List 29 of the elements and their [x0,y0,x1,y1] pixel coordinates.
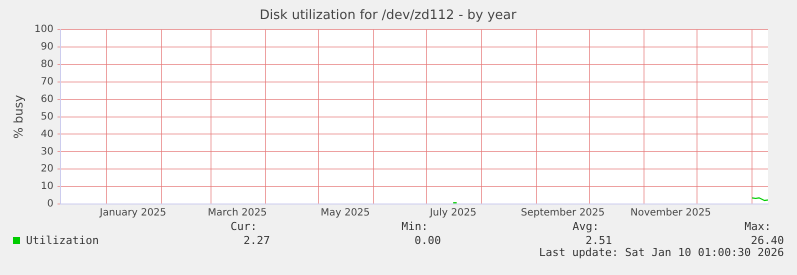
x-tick-label: November 2025 [630,208,712,219]
text: Min: [402,220,428,233]
x-tick-label: September 2025 [520,208,605,219]
y-axis-title: % busy [11,94,26,139]
text: 0.00 [414,234,441,247]
text: 26.40 [750,234,784,247]
y-tick-label: 40 [40,128,54,140]
x-tick-label: May 2025 [320,208,370,219]
text: Last update: Sat Jan 10 01:00:30 2026 [538,246,784,259]
y-tick-label: 90 [40,42,54,53]
x-tick-label: January 2025 [98,208,166,219]
text: Avg: [572,220,599,233]
x-tick-label: March 2025 [208,208,267,219]
y-tick-label: 20 [40,164,54,175]
chart-title: Disk utilization for /dev/zd112 - by year [260,8,517,24]
text: 2.51 [586,234,612,247]
text: 2.27 [244,234,270,247]
text: Max: [744,220,771,233]
y-tick-label: 100 [34,24,54,36]
y-tick-label: 60 [40,94,54,105]
y-tick-label: 70 [40,76,54,88]
y-tick-label: 0 [47,198,54,210]
legend-label: Utilization [26,234,99,247]
y-tick-label: 30 [40,146,54,158]
text: Cur: [230,220,257,233]
x-tick-label: July 2025 [428,208,476,219]
y-tick-label: 80 [40,59,54,70]
y-tick-label: 10 [40,181,54,192]
y-tick-label: 50 [40,111,54,122]
